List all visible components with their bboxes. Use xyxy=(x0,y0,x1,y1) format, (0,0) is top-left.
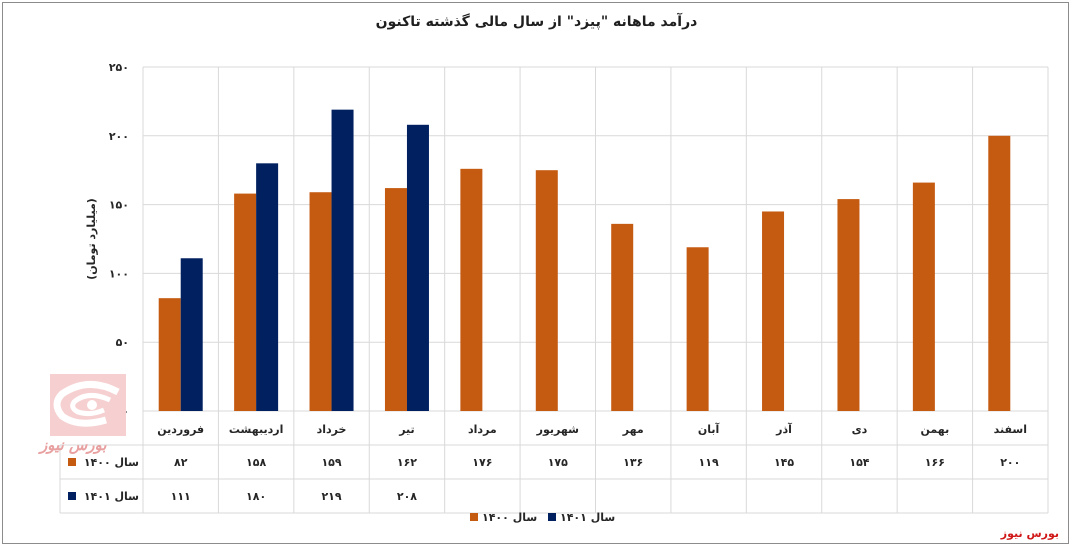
legend-label: سال ۱۴۰۱ xyxy=(560,511,615,524)
bar-2 xyxy=(180,258,203,411)
table-cell-value: ۲۰۸ xyxy=(397,490,417,503)
table-cell-value: ۱۶۶ xyxy=(925,456,945,469)
legend-key xyxy=(548,513,556,521)
bar-1 xyxy=(611,223,634,411)
table-cell-value: ۲۱۹ xyxy=(321,490,341,503)
y-tick-label: ۵۰ xyxy=(116,336,129,349)
y-tick-label: ۱۰۰ xyxy=(109,267,129,280)
bar-1 xyxy=(309,192,332,411)
watermark-logo-icon xyxy=(50,374,126,436)
bar-1 xyxy=(686,247,709,411)
bar-1 xyxy=(384,188,407,411)
watermark-text: بورس نیوز xyxy=(40,436,107,454)
bar-1 xyxy=(837,199,860,411)
category-label: دی xyxy=(852,423,868,436)
category-label: مرداد xyxy=(468,423,497,436)
row-legend-key xyxy=(68,458,76,466)
bar-1 xyxy=(158,298,181,411)
bar-1 xyxy=(762,211,785,411)
category-label: فروردین xyxy=(157,423,204,436)
category-label: خرداد xyxy=(317,423,347,436)
table-cell-value: ۱۴۵ xyxy=(774,456,794,469)
table-cell-value: ۱۱۱ xyxy=(171,490,191,503)
series-row-name: سال ۱۴۰۰ xyxy=(84,456,139,469)
category-label: بهمن xyxy=(921,423,950,436)
bar-1 xyxy=(535,170,558,411)
table-cell-value: ۱۷۶ xyxy=(472,456,492,469)
legend-label: سال ۱۴۰۰ xyxy=(482,511,537,524)
series-row-name: سال ۱۴۰۱ xyxy=(84,490,139,503)
bar-1 xyxy=(460,168,483,411)
category-label: شهریور xyxy=(536,423,579,436)
category-label: اسفند xyxy=(994,423,1027,436)
category-label: تیر xyxy=(398,423,414,436)
table-cell-value: ۱۵۹ xyxy=(321,456,341,469)
table-cell-value: ۲۰۰ xyxy=(1000,456,1020,469)
y-tick-label: ۲۰۰ xyxy=(109,130,129,143)
y-tick-label: ۲۵۰ xyxy=(109,61,129,74)
bar-1 xyxy=(912,182,935,411)
table-cell-value: ۱۵۸ xyxy=(246,456,266,469)
table-cell-value: ۸۲ xyxy=(174,456,188,469)
bar-2 xyxy=(406,124,429,412)
table-cell-value: ۱۱۹ xyxy=(699,456,719,469)
bar-2 xyxy=(256,163,279,411)
category-label: آبان xyxy=(698,422,720,436)
chart-title: درآمد ماهانه "پیزد" از سال مالی گذشته تا… xyxy=(375,14,698,30)
table-cell-value: ۱۳۶ xyxy=(623,456,643,469)
y-axis-label: (میلیارد تومان) xyxy=(85,198,98,280)
category-label: مهر xyxy=(622,423,644,436)
bar-1 xyxy=(234,193,257,411)
category-label: اردیبهشت xyxy=(229,423,283,436)
category-label: آذر xyxy=(775,422,792,436)
row-legend-key xyxy=(68,492,76,500)
table-cell-value: ۱۸۰ xyxy=(246,490,266,503)
legend-key xyxy=(470,513,478,521)
table-cell-value: ۱۵۴ xyxy=(849,456,869,469)
bar-2 xyxy=(331,109,354,411)
table-cell-value: ۱۶۲ xyxy=(397,456,417,469)
source-label: بورس نیوز xyxy=(1000,527,1059,540)
table-cell-value: ۱۷۵ xyxy=(548,456,568,469)
y-tick-label: ۱۵۰ xyxy=(109,199,129,212)
bar-1 xyxy=(988,135,1011,412)
